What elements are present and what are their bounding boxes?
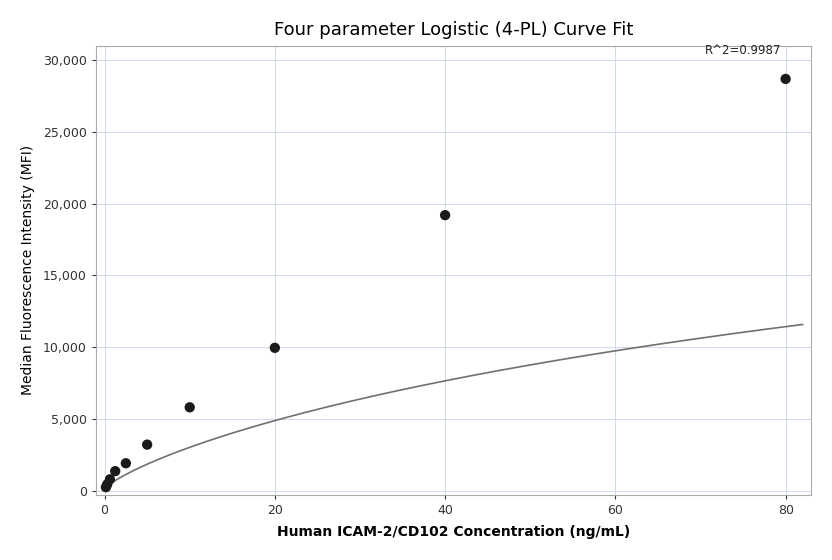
Point	[103, 475, 116, 484]
Point	[141, 440, 154, 449]
Point	[101, 480, 114, 489]
Point	[119, 459, 132, 468]
Point	[99, 483, 112, 492]
Text: R^2=0.9987: R^2=0.9987	[705, 44, 781, 58]
Point	[779, 74, 792, 83]
Point	[438, 211, 452, 220]
Point	[268, 343, 281, 352]
Title: Four parameter Logistic (4-PL) Curve Fit: Four parameter Logistic (4-PL) Curve Fit	[274, 21, 633, 39]
X-axis label: Human ICAM-2/CD102 Concentration (ng/mL): Human ICAM-2/CD102 Concentration (ng/mL)	[277, 525, 631, 539]
Point	[183, 403, 196, 412]
Point	[108, 466, 121, 475]
Y-axis label: Median Fluorescence Intensity (MFI): Median Fluorescence Intensity (MFI)	[21, 145, 35, 395]
